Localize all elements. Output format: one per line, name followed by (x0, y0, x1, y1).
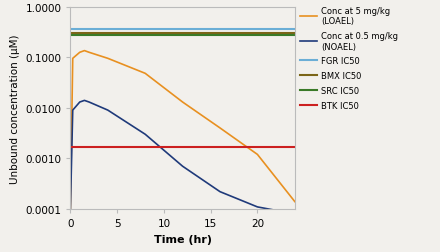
Conc at 5 mg/kg
(LOAEL) (143, 73, 148, 76)
Conc at 0.5 mg/kg
(NOAEL) (77, 101, 82, 104)
Conc at 0.5 mg/kg
(NOAEL) (292, 212, 297, 215)
Conc at 5 mg/kg
(LOAEL) (180, 101, 185, 104)
Conc at 5 mg/kg
(LOAEL) (255, 153, 260, 156)
X-axis label: Time (hr): Time (hr) (154, 234, 212, 244)
Y-axis label: Unbound concentration (μM): Unbound concentration (μM) (10, 34, 20, 183)
Conc at 0.5 mg/kg
(NOAEL) (86, 101, 92, 104)
Conc at 0.5 mg/kg
(NOAEL) (180, 165, 185, 168)
Conc at 5 mg/kg
(LOAEL) (70, 57, 75, 60)
Conc at 5 mg/kg
(LOAEL) (68, 208, 73, 211)
Conc at 0.5 mg/kg
(NOAEL) (70, 109, 75, 112)
Line: Conc at 0.5 mg/kg
(NOAEL): Conc at 0.5 mg/kg (NOAEL) (70, 101, 295, 214)
Conc at 0.5 mg/kg
(NOAEL) (255, 206, 260, 209)
Conc at 5 mg/kg
(LOAEL) (292, 200, 297, 203)
Conc at 5 mg/kg
(LOAEL) (77, 52, 82, 55)
Conc at 0.5 mg/kg
(NOAEL) (217, 191, 223, 194)
Conc at 0.5 mg/kg
(NOAEL) (143, 133, 148, 136)
Conc at 5 mg/kg
(LOAEL) (105, 57, 110, 60)
Conc at 5 mg/kg
(LOAEL) (86, 52, 92, 55)
Legend: Conc at 5 mg/kg
(LOAEL), Conc at 0.5 mg/kg
(NOAEL), FGR IC50, BMX IC50, SRC IC50: Conc at 5 mg/kg (LOAEL), Conc at 0.5 mg/… (297, 4, 402, 114)
Conc at 0.5 mg/kg
(NOAEL) (82, 100, 87, 103)
Conc at 5 mg/kg
(LOAEL) (217, 127, 223, 130)
Conc at 0.5 mg/kg
(NOAEL) (68, 208, 73, 211)
Conc at 0.5 mg/kg
(NOAEL) (105, 109, 110, 112)
Line: Conc at 5 mg/kg
(LOAEL): Conc at 5 mg/kg (LOAEL) (70, 51, 295, 209)
Conc at 5 mg/kg
(LOAEL) (82, 50, 87, 53)
